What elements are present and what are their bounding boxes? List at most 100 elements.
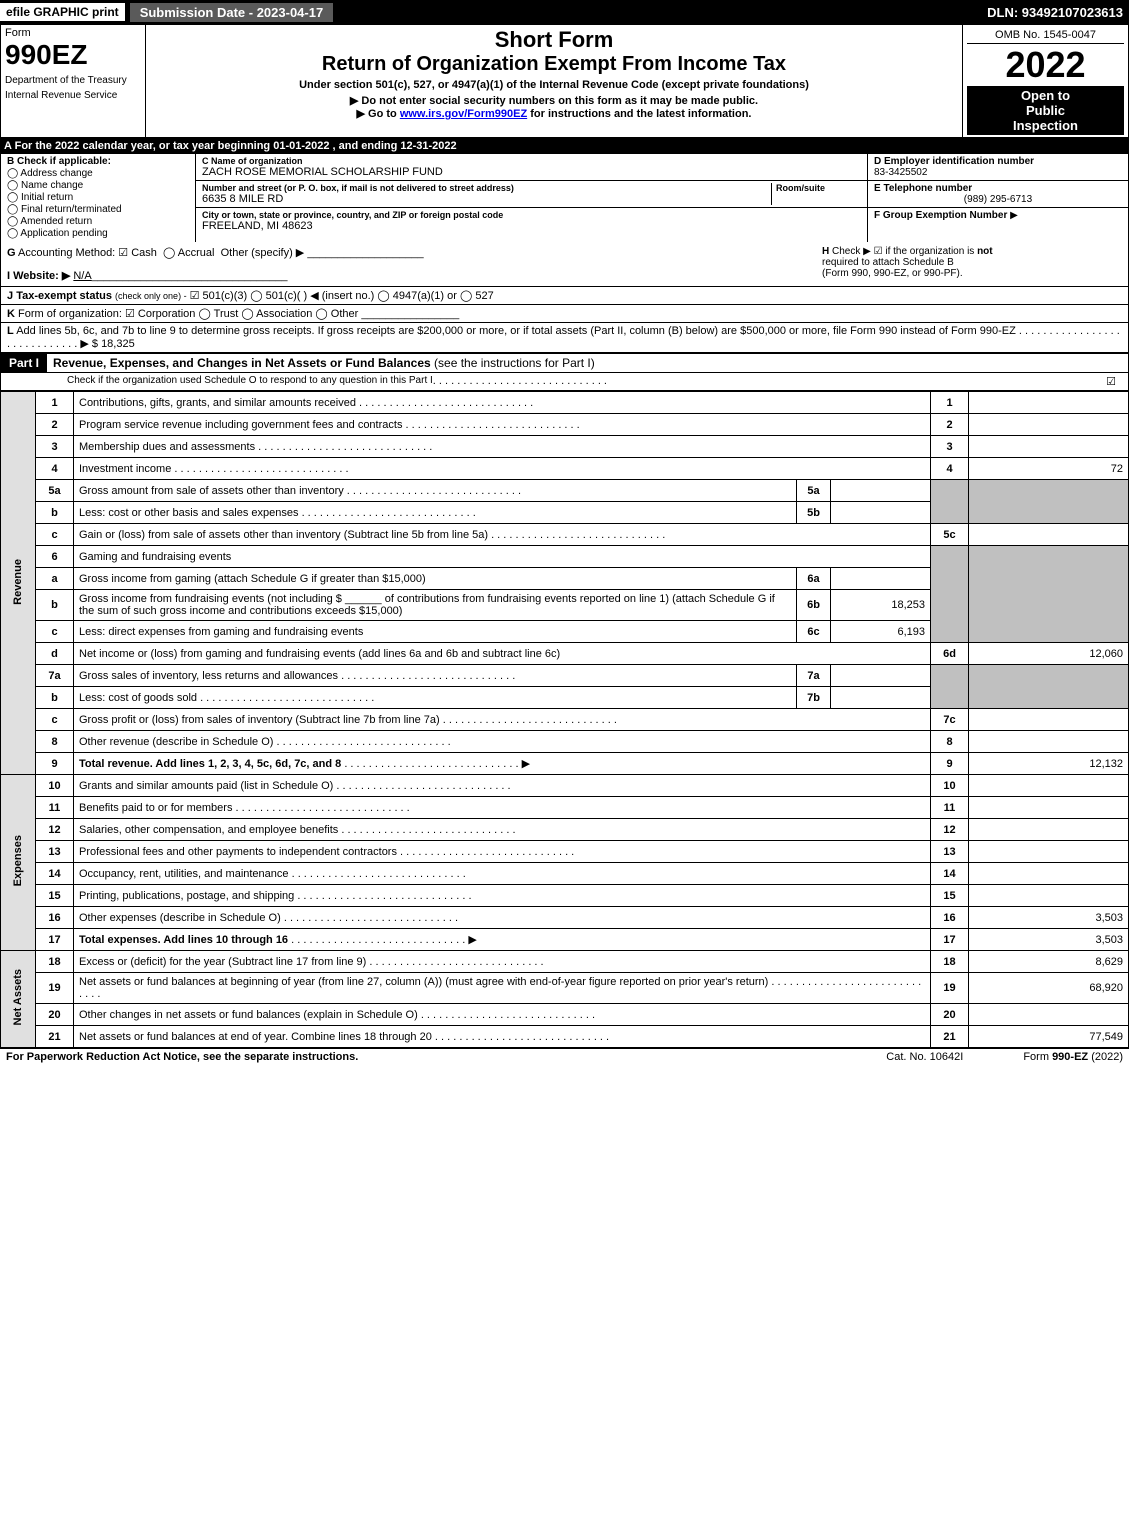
line-6c-sv: 6,193 bbox=[831, 621, 931, 643]
line-6a-sv bbox=[831, 568, 931, 590]
line-14-amt bbox=[969, 863, 1129, 885]
line-5b-sub: 5b bbox=[797, 502, 831, 524]
accounting-label: Accounting Method: bbox=[18, 247, 115, 259]
form-subtitle: Under section 501(c), 527, or 4947(a)(1)… bbox=[150, 79, 958, 91]
dln-number: DLN: 93492107023613 bbox=[987, 5, 1129, 20]
revenue-side: Revenue bbox=[1, 392, 36, 775]
section-l: L Add lines 5b, 6c, and 7b to line 9 to … bbox=[0, 323, 1129, 353]
dept-treasury: Department of the Treasury bbox=[5, 75, 141, 86]
line-9-desc: Total revenue. Add lines 1, 2, 3, 4, 5c,… bbox=[79, 758, 341, 770]
website-label: Website: ▶ bbox=[13, 270, 70, 282]
check-address-change[interactable]: ◯ Address change bbox=[7, 168, 189, 179]
line-7b-sv bbox=[831, 687, 931, 709]
section-k: K Form of organization: ☑ Corporation ◯ … bbox=[0, 305, 1129, 323]
tax-year: 2022 bbox=[967, 44, 1124, 86]
check-pending[interactable]: ◯ Application pending bbox=[7, 228, 189, 239]
inspect-line3: Inspection bbox=[1013, 118, 1078, 133]
opt-initial: Initial return bbox=[21, 192, 73, 203]
line-6a-desc: Gross income from gaming (attach Schedul… bbox=[79, 573, 426, 585]
line-21-desc: Net assets or fund balances at end of ye… bbox=[79, 1031, 432, 1043]
section-a-prefix: A bbox=[4, 140, 12, 152]
form-number: 990EZ bbox=[5, 39, 141, 71]
other-opt: Other (specify) ▶ bbox=[221, 247, 305, 259]
line-6c-sub: 6c bbox=[797, 621, 831, 643]
line-18-desc: Excess or (deficit) for the year (Subtra… bbox=[79, 956, 366, 968]
line-1-ref: 1 bbox=[931, 392, 969, 414]
section-b: B Check if applicable: ◯ Address change … bbox=[1, 154, 196, 242]
line-15-num: 15 bbox=[36, 885, 74, 907]
phone-value: (989) 295-6713 bbox=[874, 194, 1122, 205]
section-l-value: 18,325 bbox=[101, 338, 135, 350]
line-13-num: 13 bbox=[36, 841, 74, 863]
line-5a-sub: 5a bbox=[797, 480, 831, 502]
line-7b-desc: Less: cost of goods sold bbox=[79, 692, 197, 704]
org-city: FREELAND, MI 48623 bbox=[202, 220, 861, 232]
line-3-amt bbox=[969, 436, 1129, 458]
line-16-num: 16 bbox=[36, 907, 74, 929]
line-2-desc: Program service revenue including govern… bbox=[79, 419, 402, 431]
line-9-num: 9 bbox=[36, 753, 74, 775]
line-18-num: 18 bbox=[36, 951, 74, 973]
formorg-opts: ☑ Corporation ◯ Trust ◯ Association ◯ Ot… bbox=[125, 308, 358, 320]
line-7a-sub: 7a bbox=[797, 665, 831, 687]
lines-table: Revenue 1 Contributions, gifts, grants, … bbox=[0, 391, 1129, 1048]
section-c: C Name of organization ZACH ROSE MEMORIA… bbox=[196, 154, 868, 242]
irs-label: Internal Revenue Service bbox=[5, 90, 141, 101]
section-a-body: For the 2022 calendar year, or tax year … bbox=[15, 140, 457, 152]
netassets-side: Net Assets bbox=[1, 951, 36, 1048]
line-15-desc: Printing, publications, postage, and shi… bbox=[79, 890, 294, 902]
section-b-hdr: Check if applicable: bbox=[17, 156, 111, 167]
line-7b-sub: 7b bbox=[797, 687, 831, 709]
part1-checkbox[interactable]: ☑ bbox=[1106, 375, 1122, 388]
line-5c-ref: 5c bbox=[931, 524, 969, 546]
part1-title-text: Revenue, Expenses, and Changes in Net As… bbox=[53, 356, 431, 370]
section-a: A For the 2022 calendar year, or tax yea… bbox=[0, 138, 1129, 154]
header-bar: efile GRAPHIC print Submission Date - 20… bbox=[0, 0, 1129, 24]
line-7c-num: c bbox=[36, 709, 74, 731]
check-name-change[interactable]: ◯ Name change bbox=[7, 180, 189, 191]
line-3-ref: 3 bbox=[931, 436, 969, 458]
footer-form-bold: 990-EZ bbox=[1052, 1051, 1088, 1063]
line-3-num: 3 bbox=[36, 436, 74, 458]
group-exempt-label: Group Exemption Number bbox=[883, 210, 1007, 221]
line-5b-sv bbox=[831, 502, 931, 524]
line-5a-sv bbox=[831, 480, 931, 502]
h-text2: required to attach Schedule B bbox=[822, 257, 954, 268]
check-amended[interactable]: ◯ Amended return bbox=[7, 216, 189, 227]
opt-amended: Amended return bbox=[20, 216, 92, 227]
line-18-ref: 18 bbox=[931, 951, 969, 973]
city-label: City or town, state or province, country… bbox=[202, 210, 861, 220]
shade-7 bbox=[931, 665, 969, 709]
section-k-prefix: K bbox=[7, 308, 15, 320]
section-gh: G Accounting Method: ☑ Cash ◯ Accrual Ot… bbox=[0, 242, 1129, 287]
line-4-amt: 72 bbox=[969, 458, 1129, 480]
line-5b-num: b bbox=[36, 502, 74, 524]
opt-name: Name change bbox=[21, 180, 83, 191]
line-5a-num: 5a bbox=[36, 480, 74, 502]
line-9-arrow: ▶ bbox=[522, 758, 530, 770]
room-label: Room/suite bbox=[776, 183, 861, 193]
line-16-desc: Other expenses (describe in Schedule O) bbox=[79, 912, 281, 924]
check-initial-return[interactable]: ◯ Initial return bbox=[7, 192, 189, 203]
org-name-label: Name of organization bbox=[211, 156, 303, 166]
line-16-amt: 3,503 bbox=[969, 907, 1129, 929]
goto-suffix: for instructions and the latest informat… bbox=[527, 108, 751, 120]
part1-header: Part I Revenue, Expenses, and Changes in… bbox=[0, 353, 1129, 373]
line-6b-desc1: Gross income from fundraising events (no… bbox=[79, 593, 342, 605]
irs-link[interactable]: www.irs.gov/Form990EZ bbox=[400, 108, 527, 120]
line-7c-desc: Gross profit or (loss) from sales of inv… bbox=[79, 714, 440, 726]
line-13-amt bbox=[969, 841, 1129, 863]
line-5c-amt bbox=[969, 524, 1129, 546]
line-17-amt: 3,503 bbox=[969, 929, 1129, 951]
goto-prefix: ▶ Go to bbox=[357, 108, 400, 120]
line-1-amt bbox=[969, 392, 1129, 414]
shade-6 bbox=[931, 546, 969, 643]
line-6b-sub: 6b bbox=[797, 590, 831, 621]
line-17-desc: Total expenses. Add lines 10 through 16 bbox=[79, 934, 288, 946]
revenue-label: Revenue bbox=[12, 559, 24, 605]
line-12-ref: 12 bbox=[931, 819, 969, 841]
check-final-return[interactable]: ◯ Final return/terminated bbox=[7, 204, 189, 215]
line-9-amt: 12,132 bbox=[969, 753, 1129, 775]
line-6b-sv: 18,253 bbox=[831, 590, 931, 621]
line-17-arrow: ▶ bbox=[468, 934, 476, 946]
